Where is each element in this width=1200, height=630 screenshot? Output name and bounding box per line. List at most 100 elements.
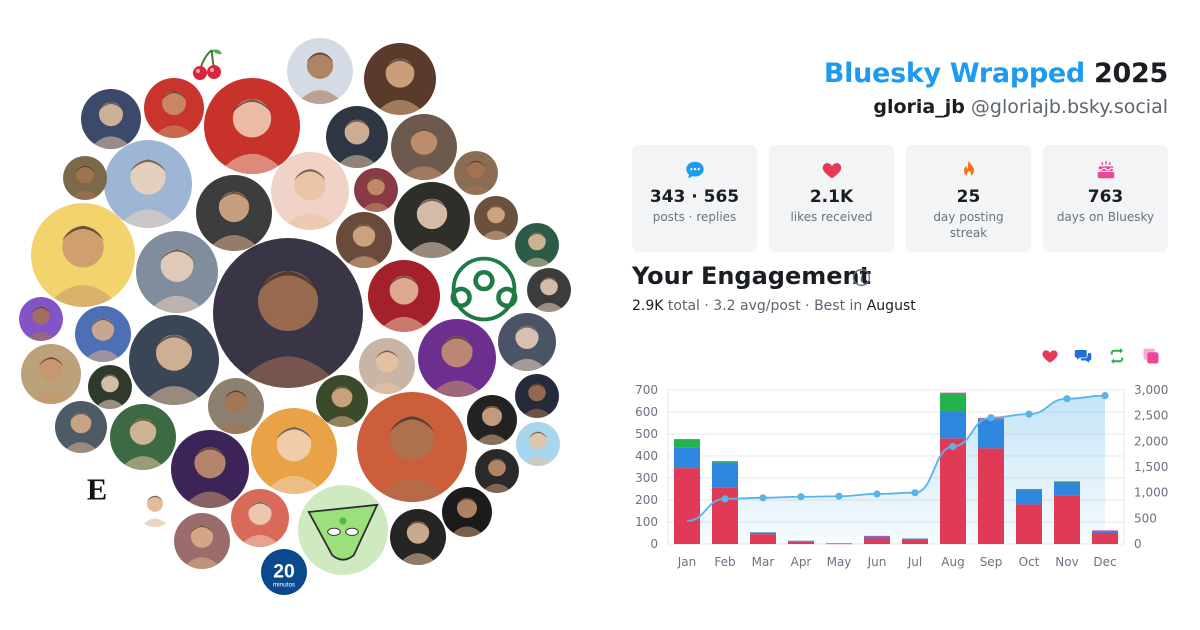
avatar[interactable] [364, 43, 436, 115]
avatar[interactable] [390, 509, 446, 565]
avatar[interactable] [442, 487, 492, 537]
stat-card-days: 763 days on Bluesky [1043, 145, 1168, 252]
stat-card-streak: 25 day posting streak [906, 145, 1031, 252]
avatar[interactable]: E [77, 469, 117, 509]
bar-segment [674, 447, 700, 469]
bar-segment [940, 438, 966, 544]
stat-label: days on Bluesky [1056, 210, 1155, 224]
y-tick-label-left: 600 [635, 405, 658, 419]
year-title: 2025 [1094, 58, 1168, 89]
avatar[interactable] [316, 375, 368, 427]
cumulative-area [687, 395, 1105, 544]
y-tick-label-right: 1,500 [1134, 460, 1168, 474]
avatar[interactable] [474, 196, 518, 240]
bar-segment [712, 461, 738, 463]
avatar[interactable] [357, 392, 467, 502]
avatar[interactable] [63, 156, 107, 200]
x-tick-label: Aug [941, 555, 964, 569]
avatar[interactable] [75, 306, 131, 362]
avatar[interactable] [21, 344, 81, 404]
avatar[interactable] [368, 260, 440, 332]
cherry-icon [190, 46, 224, 82]
bar-segment [1016, 504, 1042, 544]
total-word: total [667, 298, 700, 314]
avatar[interactable] [336, 212, 392, 268]
avatar[interactable] [527, 268, 571, 312]
bar-segment [864, 535, 890, 537]
stat-label: posts · replies [652, 210, 737, 224]
avatar[interactable] [354, 168, 398, 212]
avatar[interactable] [251, 408, 337, 494]
avatar[interactable] [104, 140, 192, 228]
bar-segment [1092, 533, 1118, 544]
quotes-legend-quote-icon[interactable] [1142, 347, 1160, 365]
reposts-legend-repost-icon[interactable] [1108, 347, 1126, 365]
avatar[interactable] [88, 365, 132, 409]
avatar[interactable] [359, 338, 415, 394]
avatar[interactable] [516, 422, 560, 466]
avatar[interactable] [196, 175, 272, 251]
avatar[interactable] [326, 106, 388, 168]
avatar[interactable] [213, 238, 363, 388]
avatar[interactable] [515, 223, 559, 267]
avatar[interactable] [174, 513, 230, 569]
avatar[interactable] [394, 182, 470, 258]
avatar[interactable] [418, 319, 496, 397]
cake-icon [1097, 160, 1114, 179]
x-tick-label: Dec [1093, 555, 1116, 569]
avatar[interactable] [446, 251, 522, 327]
bar-segment [864, 536, 890, 539]
avatar[interactable] [110, 404, 176, 470]
likes-legend-heart-icon[interactable] [1041, 347, 1059, 365]
bar-segment [712, 462, 738, 488]
avatar[interactable] [55, 401, 107, 453]
display-name: gloria_jb [873, 96, 965, 118]
avatar[interactable] [298, 485, 388, 575]
avatar[interactable] [271, 152, 349, 230]
cumulative-point [835, 492, 843, 500]
avatar[interactable] [31, 203, 135, 307]
bar-segment [1092, 530, 1118, 533]
info-icon[interactable] [852, 268, 871, 287]
avatar[interactable] [391, 114, 457, 180]
x-tick-label: Sep [980, 555, 1003, 569]
avatar[interactable] [208, 378, 264, 434]
wrapped-panel: Bluesky Wrapped 2025 gloria_jb @gloriajb… [632, 0, 1168, 630]
best-prefix: Best in [814, 298, 863, 314]
avatar[interactable] [454, 151, 498, 195]
x-tick-label: Jul [907, 555, 922, 569]
x-tick-label: Jan [677, 555, 697, 569]
y-tick-label-right: 2,000 [1134, 434, 1168, 448]
avatar[interactable] [135, 487, 175, 527]
bar-segment [826, 543, 852, 545]
avatar[interactable] [287, 38, 353, 104]
stat-card-posts: 343 · 565 posts · replies [632, 145, 757, 252]
avatar[interactable] [467, 395, 517, 445]
avatar[interactable] [515, 374, 559, 418]
y-tick-label-left: 500 [635, 427, 658, 441]
bar-segment [750, 532, 776, 535]
page-title: Bluesky Wrapped 2025 [824, 58, 1168, 89]
avatar[interactable] [129, 315, 219, 405]
replies-legend-bubbles-icon[interactable] [1074, 347, 1092, 365]
avatar[interactable] [475, 449, 519, 493]
bar-segment [940, 393, 966, 412]
bar-segment [1054, 481, 1080, 483]
avatar[interactable] [136, 231, 218, 313]
avatar[interactable] [498, 313, 556, 371]
avatar[interactable] [144, 78, 204, 138]
bar-segment [674, 439, 700, 440]
total-value: 2.9K [632, 298, 664, 314]
avatar[interactable]: 20 minutos [261, 549, 307, 595]
bar-segment [750, 534, 776, 544]
avatar[interactable] [81, 89, 141, 149]
avatar[interactable] [204, 78, 300, 174]
avatar[interactable] [19, 297, 63, 341]
avatar[interactable] [171, 430, 249, 508]
x-tick-label: Feb [714, 555, 735, 569]
avatar[interactable] [231, 489, 289, 547]
bar-segment [788, 541, 814, 544]
stat-card-likes: 2.1K likes received [769, 145, 894, 252]
stat-value: 25 [956, 187, 981, 207]
y-tick-label-left: 0 [650, 537, 658, 551]
